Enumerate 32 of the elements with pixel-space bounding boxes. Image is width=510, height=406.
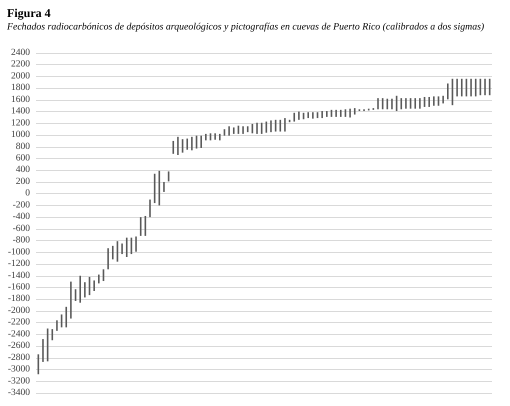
y-tick-label: -1200 (8, 259, 30, 270)
y-tick-label: -1400 (8, 270, 30, 281)
y-tick-label: -600 (12, 224, 30, 234)
y-tick-label: 1600 (11, 94, 30, 105)
y-tick-label: -200 (12, 200, 30, 210)
y-tick-label: -2800 (8, 352, 30, 363)
y-tick-label: -2600 (8, 341, 30, 352)
y-tick-label: 1000 (11, 130, 30, 140)
y-tick-label: 800 (16, 142, 30, 152)
y-tick-label: 600 (16, 154, 30, 164)
y-tick-label: -1800 (8, 294, 30, 304)
y-tick-label: 2400 (11, 48, 30, 58)
y-tick-label: 2000 (11, 71, 30, 82)
y-tick-label: 1200 (11, 118, 30, 128)
y-tick-label: -3400 (8, 388, 30, 398)
y-tick-label: -800 (12, 236, 30, 246)
chart-subtitle: Fechados radiocarbónicos de depósitos arqueológicos y pictografías en cuevas de Puerto Rico (calibrados a dos sigmas) (6, 22, 484, 32)
y-tick-label: 1400 (11, 106, 30, 117)
y-tick-label: 200 (16, 176, 30, 187)
y-tick-label: -2400 (8, 329, 30, 340)
y-tick-label: -1600 (8, 282, 30, 292)
chart-title: Figura 4 (7, 6, 51, 20)
y-tick-label: -3000 (8, 364, 30, 375)
y-tick-label: -2000 (8, 306, 30, 316)
y-tick-label: -400 (12, 212, 30, 222)
y-tick-label: 400 (16, 165, 30, 176)
y-tick-label: 2200 (11, 60, 30, 70)
y-tick-label: -3200 (8, 376, 30, 386)
y-tick-label: 0 (25, 188, 30, 199)
y-tick-label: 1800 (11, 83, 30, 94)
y-tick-label: -2200 (8, 318, 30, 328)
y-tick-label: -1000 (8, 247, 30, 258)
